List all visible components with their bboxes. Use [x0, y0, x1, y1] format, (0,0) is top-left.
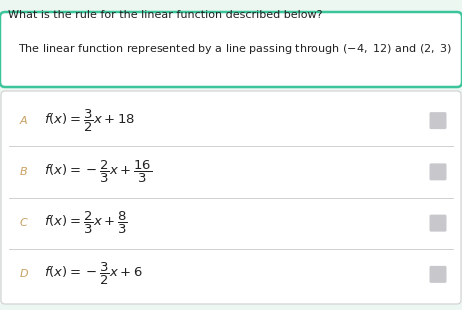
FancyBboxPatch shape: [0, 12, 462, 87]
FancyBboxPatch shape: [430, 112, 446, 129]
Text: What is the rule for the linear function described below?: What is the rule for the linear function…: [8, 10, 322, 20]
FancyBboxPatch shape: [430, 163, 446, 180]
Text: $f(x)=-\dfrac{2}{3}x+\dfrac{16}{3}$: $f(x)=-\dfrac{2}{3}x+\dfrac{16}{3}$: [44, 159, 152, 185]
FancyBboxPatch shape: [430, 266, 446, 283]
Text: B: B: [20, 167, 28, 177]
FancyBboxPatch shape: [430, 215, 446, 232]
Text: The linear function represented by a line passing through $(-4,\ 12)$ and $(2,\ : The linear function represented by a lin…: [18, 42, 452, 56]
Text: A: A: [20, 116, 28, 126]
Text: C: C: [20, 218, 28, 228]
Text: D: D: [20, 269, 29, 279]
Text: $f(x)=\dfrac{2}{3}x+\dfrac{8}{3}$: $f(x)=\dfrac{2}{3}x+\dfrac{8}{3}$: [44, 210, 128, 236]
Text: $f(x)=-\dfrac{3}{2}x+6$: $f(x)=-\dfrac{3}{2}x+6$: [44, 261, 143, 287]
Text: $f(x)=\dfrac{3}{2}x+18$: $f(x)=\dfrac{3}{2}x+18$: [44, 108, 135, 134]
FancyBboxPatch shape: [1, 91, 461, 304]
